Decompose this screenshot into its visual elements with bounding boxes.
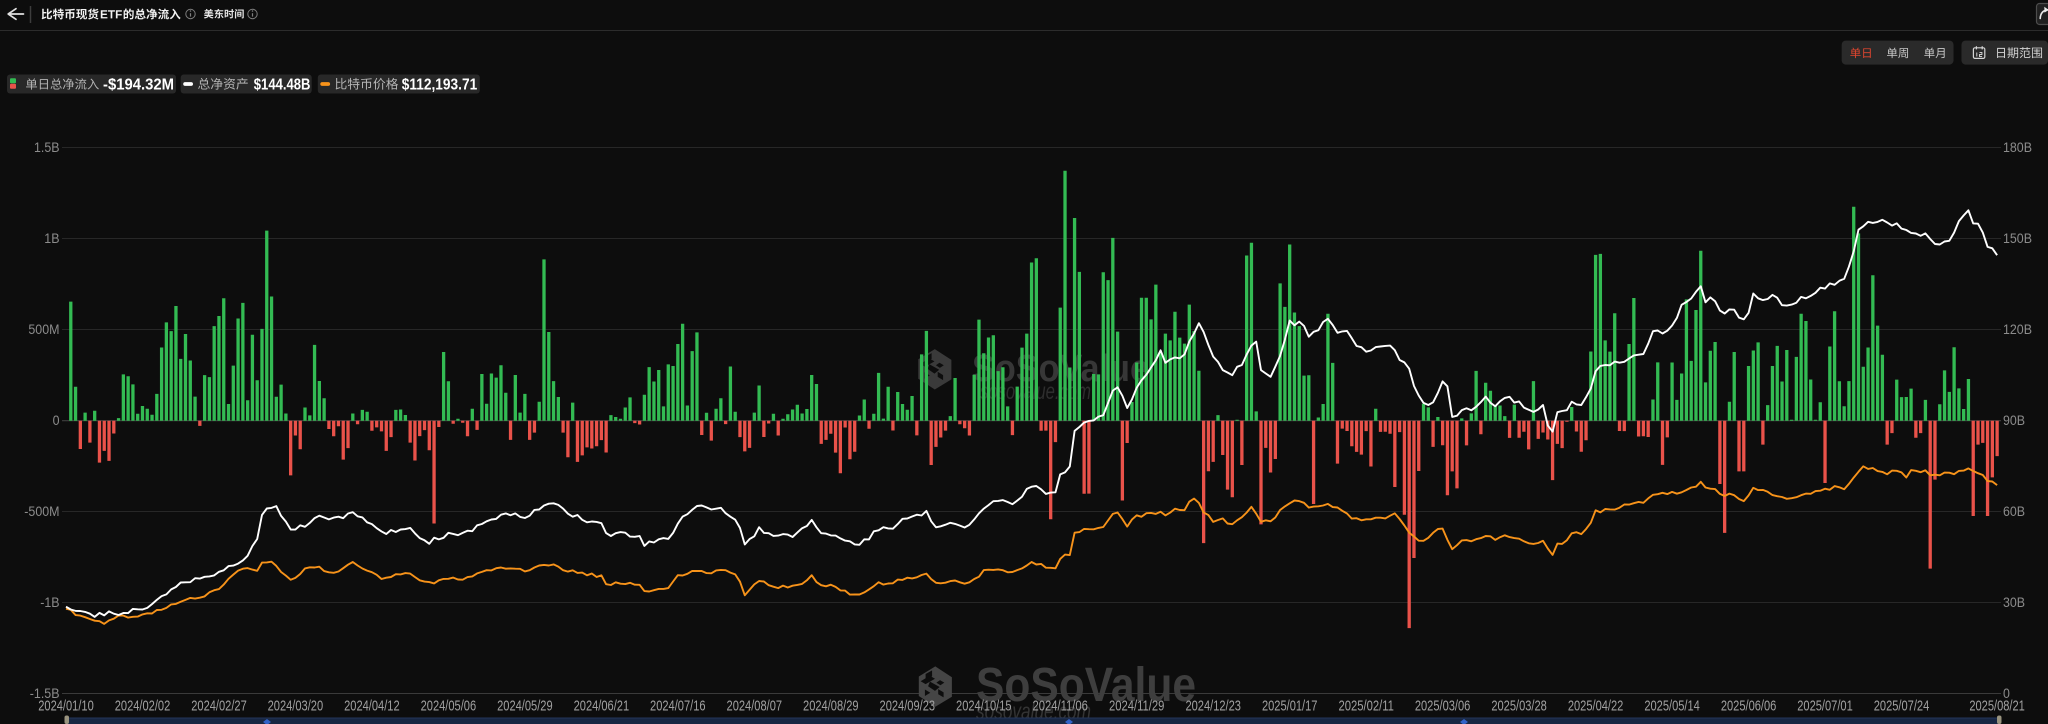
svg-text:2024/05/29: 2024/05/29 — [497, 698, 553, 715]
svg-text:2025/07/24: 2025/07/24 — [1874, 698, 1930, 715]
svg-text:180B: 180B — [2003, 140, 2032, 155]
svg-text:30B: 30B — [2003, 595, 2025, 610]
svg-text:2025/07/01: 2025/07/01 — [1797, 698, 1853, 715]
svg-text:2024/02/27: 2024/02/27 — [191, 698, 247, 715]
svg-text:2024/02/02: 2024/02/02 — [115, 698, 171, 715]
svg-text:-1B: -1B — [40, 595, 59, 610]
svg-text:$144.48B: $144.48B — [254, 77, 311, 94]
svg-text:2024/07/16: 2024/07/16 — [650, 698, 706, 715]
svg-text:2024/11/29: 2024/11/29 — [1109, 698, 1165, 715]
svg-text:90B: 90B — [2003, 413, 2025, 428]
svg-text:2024/03/20: 2024/03/20 — [268, 698, 324, 715]
svg-text:2025/04/22: 2025/04/22 — [1568, 698, 1624, 715]
svg-text:1B: 1B — [44, 231, 59, 246]
svg-text:2024/12/23: 2024/12/23 — [1185, 698, 1241, 715]
svg-text:-1.5B: -1.5B — [30, 686, 60, 701]
svg-text:500M: 500M — [28, 322, 59, 337]
svg-text:2024/09/23: 2024/09/23 — [880, 698, 936, 715]
svg-text:0: 0 — [53, 413, 60, 428]
svg-text:120B: 120B — [2003, 322, 2032, 337]
svg-text:SoSoValue: SoSoValue — [976, 659, 1196, 712]
svg-text:2025/08/21: 2025/08/21 — [1969, 698, 2025, 715]
svg-text:60B: 60B — [2003, 504, 2025, 519]
svg-text:2025/02/11: 2025/02/11 — [1338, 698, 1394, 715]
svg-text:-$194.32M: -$194.32M — [103, 77, 174, 94]
svg-text:2024/08/07: 2024/08/07 — [727, 698, 783, 715]
svg-text:0: 0 — [2003, 686, 2010, 701]
svg-text:2024/08/29: 2024/08/29 — [803, 698, 859, 715]
svg-text:1.5B: 1.5B — [34, 140, 60, 155]
svg-text:2025/03/06: 2025/03/06 — [1415, 698, 1471, 715]
svg-text:2025/03/28: 2025/03/28 — [1491, 698, 1547, 715]
svg-text:150B: 150B — [2003, 231, 2032, 246]
svg-text:2025/05/14: 2025/05/14 — [1644, 698, 1700, 715]
svg-text:2024/04/12: 2024/04/12 — [344, 698, 400, 715]
svg-text:-500M: -500M — [24, 504, 59, 519]
svg-text:$112,193.71: $112,193.71 — [402, 77, 477, 94]
svg-text:2024/10/15: 2024/10/15 — [956, 698, 1012, 715]
svg-text:2024/06/21: 2024/06/21 — [574, 698, 630, 715]
svg-text:2025/06/06: 2025/06/06 — [1721, 698, 1777, 715]
svg-text:2024/05/06: 2024/05/06 — [421, 698, 477, 715]
svg-text:2025/01/17: 2025/01/17 — [1262, 698, 1318, 715]
svg-text:2024/11/06: 2024/11/06 — [1032, 698, 1088, 715]
svg-text:2024/01/10: 2024/01/10 — [38, 698, 94, 715]
